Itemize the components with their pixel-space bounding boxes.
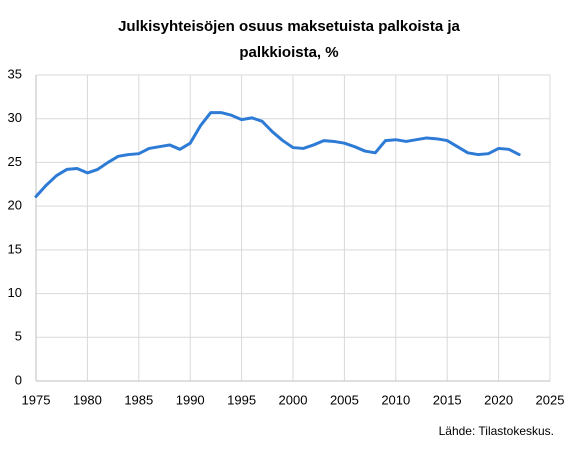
y-tick-label: 20 (8, 198, 22, 213)
data-line (34, 111, 521, 199)
x-tick-label: 1975 (22, 392, 51, 407)
x-tick-label: 2020 (484, 392, 513, 407)
source-note: Lähde: Tilastokeskus. (439, 424, 554, 438)
x-tick-label: 2000 (279, 392, 308, 407)
x-tick-label: 1990 (176, 392, 205, 407)
y-tick-label: 15 (8, 241, 22, 256)
x-tick-label: 1985 (124, 392, 153, 407)
x-tick-label: 1980 (73, 392, 102, 407)
x-tick-label: 2005 (330, 392, 359, 407)
x-tick-label: 2015 (433, 392, 462, 407)
x-tick-label: 2025 (536, 392, 565, 407)
x-tick-label: 1995 (227, 392, 256, 407)
y-tick-label: 25 (8, 154, 22, 169)
y-tick-label: 10 (8, 285, 22, 300)
x-tick-label: 2010 (381, 392, 410, 407)
y-tick-label: 5 (15, 329, 22, 344)
chart-title: Julkisyhteisöjen osuus maksetuista palko… (118, 18, 460, 61)
y-tick-label: 35 (8, 66, 22, 81)
y-tick-label: 0 (15, 372, 22, 387)
y-tick-label: 30 (8, 110, 22, 125)
